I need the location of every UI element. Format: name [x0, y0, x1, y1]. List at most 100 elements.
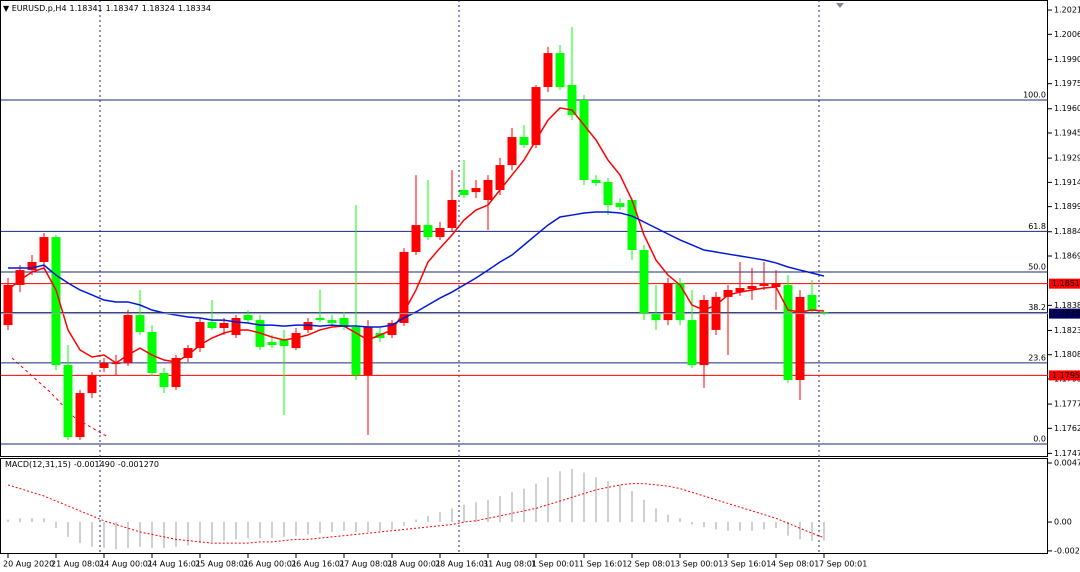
x-tick-label: 28 Aug 00:01	[387, 560, 441, 569]
chart-header: ▼ EURUSD.p,H4 1.18341 1.18347 1.18324 1.1833…	[3, 4, 211, 13]
macd-title: MACD(12,31,15)	[5, 460, 71, 469]
x-tick-label: 2 Sep 08:01	[627, 560, 675, 569]
candle-body	[507, 137, 517, 166]
y-tick-label: 1.18690	[1054, 251, 1080, 260]
candle-body	[819, 312, 829, 314]
candle-body	[171, 357, 181, 388]
y-tick-label: 1.20210	[1054, 6, 1080, 15]
candle-body	[351, 327, 361, 376]
y-tick-label: 1.19450	[1054, 129, 1080, 138]
candle-body	[291, 333, 301, 349]
candle-body	[543, 53, 553, 88]
last-open: 1.18341	[69, 4, 103, 13]
x-tick-label: 1 Sep 16:01	[579, 560, 627, 569]
x-tick-label: 25 Aug 08:01	[195, 560, 249, 569]
candle-body	[675, 283, 685, 321]
candle-body	[735, 288, 745, 293]
candle-body	[519, 137, 529, 145]
candle-body	[363, 327, 373, 376]
price-tag-label: 1.17952	[1052, 371, 1080, 380]
candle-body	[75, 393, 85, 438]
candle-body	[279, 339, 289, 346]
x-tick-label: 3 Sep 16:01	[723, 560, 771, 569]
y-tick-label: 1.20060	[1054, 30, 1080, 39]
moving-average	[8, 211, 825, 328]
candle-body	[63, 365, 73, 438]
fib-label: 38.2	[1028, 303, 1046, 312]
candle-body	[567, 84, 577, 116]
candle-body	[315, 317, 325, 321]
y-tick-label: 1.18840	[1054, 227, 1080, 236]
candle-body	[147, 332, 157, 373]
y-tick-label: 0.004766	[1054, 459, 1080, 468]
x-tick-label: 4 Sep 08:01	[771, 560, 819, 569]
candle-body	[411, 225, 421, 252]
symbol-title: EURUSD.p,H4	[11, 4, 67, 13]
candle-body	[207, 322, 217, 329]
candle-body	[447, 200, 457, 228]
candle-body	[459, 189, 469, 195]
candle-body	[423, 225, 433, 238]
candle-body	[495, 165, 505, 190]
candle-body	[747, 285, 757, 290]
candle-body	[339, 317, 349, 328]
candle-body	[783, 284, 793, 380]
x-tick-label: 1 Sep 00:01	[531, 560, 579, 569]
x-tick-label: 26 Aug 00:01	[243, 560, 297, 569]
y-tick-label: 1.19905	[1054, 55, 1080, 64]
x-tick-label: 20 Aug 2020	[3, 560, 54, 569]
candle-body	[615, 203, 625, 207]
moving-average	[7, 107, 825, 364]
last-high: 1.18347	[105, 4, 139, 13]
candle-body	[639, 250, 649, 315]
candle-body	[159, 372, 169, 388]
candle-body	[699, 300, 709, 366]
candle-body	[303, 322, 313, 330]
y-tick-label: 1.17625	[1054, 424, 1080, 433]
candle-body	[195, 322, 205, 349]
candle-body	[531, 87, 541, 145]
macd-signal: -0.001270	[117, 460, 159, 469]
candle-body	[99, 362, 109, 368]
fib-label: 0.0	[1033, 435, 1046, 444]
y-tick-label: 1.19755	[1054, 79, 1080, 88]
candle-body	[51, 237, 61, 366]
candle-body	[579, 100, 589, 180]
candle-body	[327, 320, 337, 323]
candle-body	[399, 251, 409, 323]
candle-body	[483, 179, 493, 201]
price-tag	[1049, 278, 1080, 289]
candle-body	[603, 182, 613, 206]
y-tick-label: 1.19295	[1054, 154, 1080, 163]
y-tick-label: -0.00233	[1054, 546, 1080, 555]
candle-body	[219, 322, 229, 329]
y-tick-label: 1.18995	[1054, 202, 1080, 211]
y-tick-label: 1.18080	[1054, 350, 1080, 359]
candle-body	[123, 315, 133, 363]
candle-body	[555, 53, 565, 88]
candle-body	[135, 315, 145, 333]
y-tick-label: 1.17775	[1054, 400, 1080, 409]
x-tick-label: 31 Aug 08:01	[483, 560, 537, 569]
last-close: 1.18334	[177, 4, 211, 13]
macd-main: -0.001490	[73, 460, 115, 469]
candle-body	[3, 284, 13, 326]
candle-body	[771, 283, 781, 288]
macd-signal	[7, 483, 825, 544]
price-tag-label: 1.18519	[1052, 279, 1080, 288]
x-tick-label: 3 Sep 00:01	[675, 560, 723, 569]
fib-label: 23.6	[1028, 353, 1046, 362]
candle-body	[183, 348, 193, 358]
candle-body	[435, 228, 445, 238]
x-tick-label: 7 Sep 00:01	[819, 560, 867, 569]
candle-body	[15, 270, 25, 285]
candle-body	[795, 296, 805, 380]
y-tick-label: 0.00	[1054, 518, 1072, 527]
candle-body	[687, 320, 697, 366]
shift-marker	[836, 3, 844, 8]
current-price-tag	[1049, 308, 1080, 319]
candle-body	[591, 179, 601, 184]
